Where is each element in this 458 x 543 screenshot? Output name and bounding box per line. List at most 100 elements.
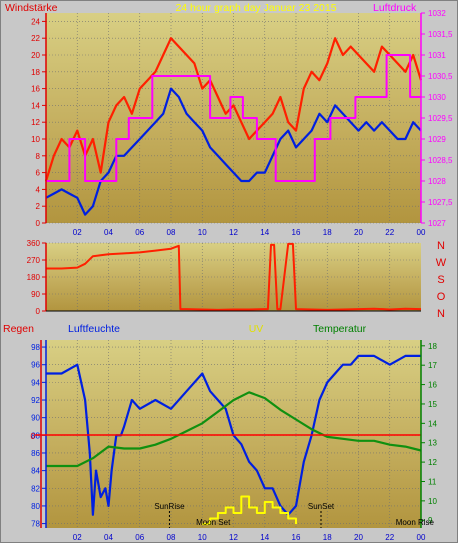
temperature-tick-label: 15 <box>428 400 437 409</box>
moonrise-label: Moon Rise <box>396 518 435 527</box>
wind-x-tick-label: 00 <box>417 228 426 237</box>
wind-tick-label: 4 <box>36 185 41 194</box>
direction-tick-label: 180 <box>27 273 41 282</box>
pressure-tick-label: 1029 <box>428 135 446 144</box>
pressure-tick-label: 1028 <box>428 177 446 186</box>
lower-series <box>46 354 422 525</box>
wind-x-tick-label: 16 <box>292 228 301 237</box>
humidity-axis-title: Luftfeuchte <box>68 323 120 335</box>
pressure-tick-label: 1031 <box>428 51 446 60</box>
direction-tick-label: 0 <box>36 307 41 316</box>
wind-tick-label: 20 <box>31 51 40 60</box>
series-pressure <box>46 54 421 182</box>
wind-axis-title: Windstärke <box>5 2 58 14</box>
temperature-tick-label: 11 <box>428 477 437 486</box>
wind-tick-label: 24 <box>31 17 40 26</box>
temperature-tick-label: 13 <box>428 439 437 448</box>
temperature-axis-title: Temperatur <box>313 323 367 335</box>
direction-tick-label: 360 <box>27 239 41 248</box>
wind-series <box>44 37 423 216</box>
wind-x-tick-label: 22 <box>385 228 394 237</box>
humidity-tick-label: 86 <box>31 449 40 458</box>
pressure-tick-label: 1030,5 <box>428 72 453 81</box>
sunrise-label: SunRise <box>154 502 185 511</box>
direction-y-axis: 0 90 180 270 360 <box>27 239 421 316</box>
wind-x-tick-label: 14 <box>260 228 269 237</box>
lower-x-tick-label: 12 <box>229 533 238 542</box>
temperature-y-axis: 9 10 11 12 13 14 15 16 17 18 <box>420 340 437 528</box>
wind-tick-label: 8 <box>36 152 41 161</box>
humidity-tick-label: 78 <box>31 520 40 529</box>
lower-x-tick-label: 00 <box>417 533 426 542</box>
chart-title: 24 hour graph day Januar 23 2015 <box>175 2 336 14</box>
humidity-tick-label: 94 <box>31 378 40 387</box>
wind-x-tick-label: 06 <box>135 228 144 237</box>
series-uv <box>202 495 297 525</box>
pressure-tick-label: 1029,5 <box>428 114 453 123</box>
series-gust <box>44 37 423 182</box>
wind-x-axis: 02 04 06 08 10 12 14 16 18 20 22 00 <box>73 228 426 237</box>
lower-x-tick-label: 14 <box>260 533 269 542</box>
humidity-y-axis: 78 80 82 84 86 88 90 92 94 96 98 0 <box>31 340 421 529</box>
temperature-tick-label: 17 <box>428 361 437 370</box>
wind-tick-label: 14 <box>31 101 40 110</box>
compass-label-w: W <box>436 257 447 269</box>
wind-tick-label: 16 <box>31 85 40 94</box>
wind-tick-label: 6 <box>36 169 41 178</box>
wind-grid <box>46 13 422 224</box>
temperature-tick-label: 12 <box>428 458 437 467</box>
lower-x-tick-label: 18 <box>323 533 332 542</box>
lower-x-tick-label: 04 <box>104 533 113 542</box>
humidity-tick-label: 98 <box>31 343 40 352</box>
temperature-tick-label: 9 <box>428 516 433 525</box>
wind-x-tick-label: 02 <box>73 228 82 237</box>
sunset-label: SunSet <box>308 502 335 511</box>
series-humidity <box>46 354 421 516</box>
rain-tick-label: 0 <box>31 432 36 441</box>
humidity-tick-label: 82 <box>31 484 40 493</box>
wind-x-tick-label: 04 <box>104 228 113 237</box>
humidity-tick-label: 88 <box>31 431 40 440</box>
humidity-tick-label: 92 <box>31 396 40 405</box>
wind-tick-label: 0 <box>36 219 41 228</box>
uv-axis-title: UV <box>249 323 264 335</box>
wind-tick-label: 12 <box>31 118 40 127</box>
lower-x-tick-label: 06 <box>135 533 144 542</box>
pressure-tick-label: 1028,5 <box>428 156 453 165</box>
astro-annotations: SunRise SunSet Moon Set Moon Rise <box>154 502 435 528</box>
pressure-tick-label: 1030 <box>428 93 446 102</box>
lower-x-tick-label: 16 <box>292 533 301 542</box>
pressure-axis-title: Luftdruck <box>373 2 417 14</box>
wind-x-tick-label: 18 <box>323 228 332 237</box>
moonset-label: Moon Set <box>196 518 231 527</box>
humidity-tick-label: 84 <box>31 467 40 476</box>
lower-x-tick-label: 08 <box>167 533 176 542</box>
lower-x-tick-label: 22 <box>385 533 394 542</box>
compass-label-n: N <box>437 308 445 320</box>
humidity-tick-label: 90 <box>31 414 40 423</box>
pressure-tick-label: 1027,5 <box>428 198 453 207</box>
series-average <box>45 87 422 216</box>
pressure-tick-label: 1027 <box>428 219 446 228</box>
pressure-tick-label: 1032 <box>428 9 446 18</box>
direction-series <box>46 242 422 311</box>
rain-axis-title: Regen <box>3 323 34 335</box>
wind-tick-label: 18 <box>31 68 40 77</box>
pressure-y-axis: 1027 1027,5 1028 1028,5 1029 1029,5 1030 1030,5… <box>420 9 453 228</box>
direction-tick-label: 270 <box>27 256 41 265</box>
compass-label-s: S <box>437 274 444 286</box>
lower-x-tick-label: 02 <box>73 533 82 542</box>
temperature-tick-label: 18 <box>428 342 437 351</box>
humidity-tick-label: 80 <box>31 502 40 511</box>
wind-tick-label: 2 <box>36 202 41 211</box>
wind-x-tick-label: 12 <box>229 228 238 237</box>
compass-label-o: O <box>437 291 446 303</box>
wind-x-tick-label: 10 <box>198 228 207 237</box>
wind-tick-label: 10 <box>31 135 40 144</box>
lower-x-axis: 02 04 06 08 10 12 14 16 18 20 22 00 <box>73 533 426 542</box>
pressure-tick-label: 1031,5 <box>428 30 453 39</box>
